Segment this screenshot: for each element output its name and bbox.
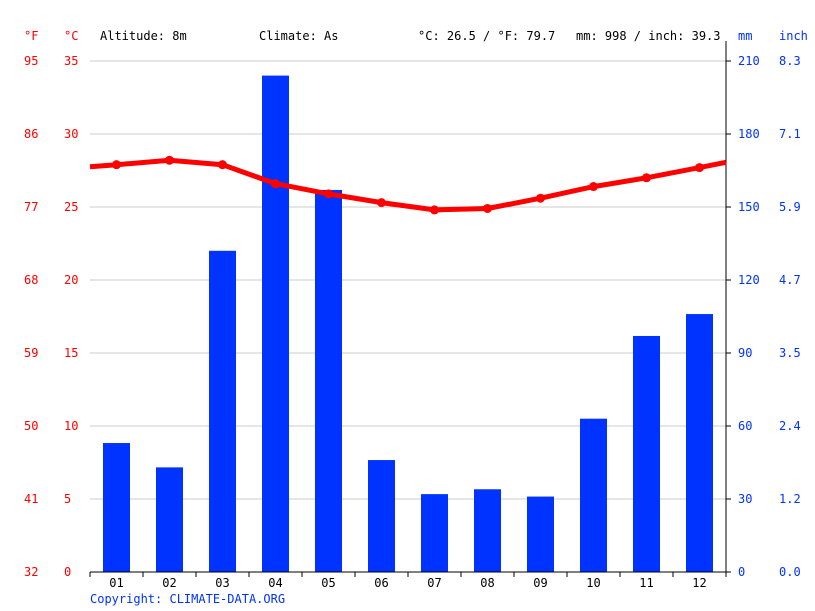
inch-tick-label: 3.5 (779, 346, 801, 360)
temperature-point (695, 163, 704, 173)
precipitation-bar (527, 496, 554, 572)
gridlines (90, 60, 726, 500)
temperature-point (642, 173, 651, 183)
temperature-point (536, 193, 545, 203)
fahrenheit-tick-label: 59 (24, 346, 38, 360)
inch-tick-label: 8.3 (779, 54, 801, 68)
fahrenheit-tick-label: 77 (24, 200, 38, 214)
month-tick-label: 12 (692, 576, 706, 590)
fahrenheit-unit-label: °F (24, 29, 38, 43)
celsius-tick-label: 5 (64, 492, 71, 506)
axes (89, 41, 731, 577)
mm-tick-label: 90 (738, 346, 752, 360)
celsius-tick-label: 15 (64, 346, 78, 360)
month-tick-label: 06 (374, 576, 388, 590)
inch-unit-label: inch (779, 29, 808, 43)
fahrenheit-tick-label: 32 (24, 565, 38, 579)
month-tick-label: 05 (321, 576, 335, 590)
mm-tick-label: 210 (738, 54, 760, 68)
precipitation-summary: mm: 998 / inch: 39.3 (576, 29, 721, 43)
temperature-point (165, 155, 174, 165)
mm-tick-label: 30 (738, 492, 752, 506)
mm-tick-label: 150 (738, 200, 760, 214)
copyright-text: Copyright: CLIMATE-DATA.ORG (90, 592, 286, 606)
month-tick-label: 10 (586, 576, 600, 590)
celsius-tick-label: 25 (64, 200, 78, 214)
precipitation-bar (580, 418, 607, 572)
temperature-point (483, 203, 492, 213)
fahrenheit-tick-label: 95 (24, 54, 38, 68)
precipitation-bar (262, 75, 289, 572)
temperature-point (112, 160, 121, 170)
month-tick-label: 07 (427, 576, 441, 590)
temperature-point (589, 182, 598, 192)
temperature-point (377, 198, 386, 208)
precipitation-bar (474, 489, 501, 572)
precipitation-bar (156, 467, 183, 572)
temperature-line (89, 155, 727, 215)
precipitation-bars (103, 75, 713, 573)
mm-tick-label: 180 (738, 127, 760, 141)
temperature-point (324, 189, 333, 199)
inch-tick-label: 7.1 (779, 127, 801, 141)
inch-tick-label: 1.2 (779, 492, 801, 506)
inch-tick-label: 0.0 (779, 565, 801, 579)
precipitation-bar (633, 335, 660, 572)
celsius-tick-label: 20 (64, 273, 78, 287)
precipitation-bar (686, 314, 713, 572)
temperature-point (271, 179, 280, 189)
fahrenheit-tick-label: 50 (24, 419, 38, 433)
month-tick-label: 08 (480, 576, 494, 590)
celsius-tick-label: 30 (64, 127, 78, 141)
mm-unit-label: mm (738, 29, 752, 43)
fahrenheit-tick-label: 86 (24, 127, 38, 141)
tick-labels: 32 0 0 0.041 5 30 1.250 10 60 2.459 15 90 3.568 20 120… (24, 54, 801, 590)
temperature-point (218, 160, 227, 170)
mm-tick-label: 0 (738, 565, 745, 579)
inch-tick-label: 4.7 (779, 273, 801, 287)
precipitation-bar (315, 189, 342, 572)
fahrenheit-tick-label: 41 (24, 492, 38, 506)
climate-label: Climate: As (259, 29, 338, 43)
month-tick-label: 02 (162, 576, 176, 590)
inch-tick-label: 5.9 (779, 200, 801, 214)
celsius-tick-label: 10 (64, 419, 78, 433)
month-tick-label: 03 (215, 576, 229, 590)
altitude-label: Altitude: 8m (100, 29, 187, 43)
inch-tick-label: 2.4 (779, 419, 801, 433)
month-tick-label: 04 (268, 576, 282, 590)
month-tick-label: 01 (109, 576, 123, 590)
month-tick-label: 11 (639, 576, 653, 590)
month-tick-label: 09 (533, 576, 547, 590)
precipitation-bar (368, 460, 395, 572)
precipitation-bar (421, 494, 448, 572)
fahrenheit-tick-label: 68 (24, 273, 38, 287)
celsius-tick-label: 0 (64, 565, 71, 579)
celsius-unit-label: °C (64, 29, 78, 43)
precipitation-bar (209, 250, 236, 573)
temperature-summary: °C: 26.5 / °F: 79.7 (418, 29, 555, 43)
temperature-point (430, 205, 439, 215)
mm-tick-label: 60 (738, 419, 752, 433)
celsius-tick-label: 35 (64, 54, 78, 68)
precipitation-bar (103, 443, 130, 572)
temperature-series-line (89, 157, 727, 213)
mm-tick-label: 120 (738, 273, 760, 287)
